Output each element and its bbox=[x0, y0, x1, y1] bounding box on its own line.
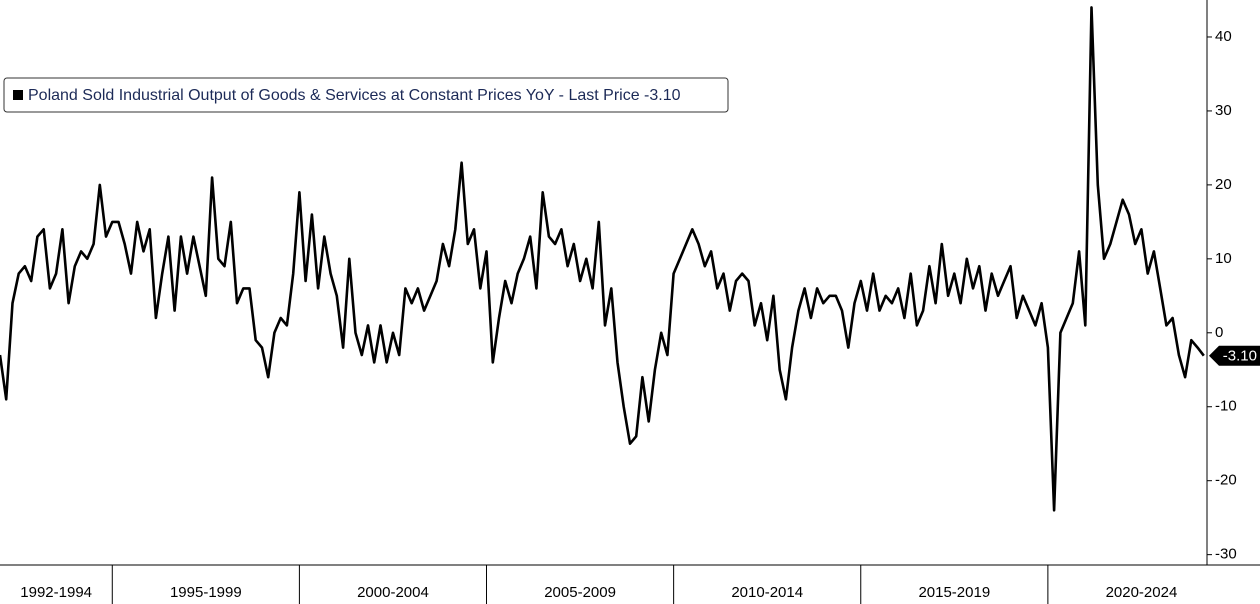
y-tick-label: 40 bbox=[1215, 28, 1232, 45]
y-tick-label: 20 bbox=[1215, 176, 1232, 193]
y-tick-label: -10 bbox=[1215, 398, 1237, 415]
x-tick-label: 1995-1999 bbox=[170, 584, 242, 601]
x-tick-label: 2005-2009 bbox=[544, 584, 616, 601]
legend-box bbox=[3, 77, 729, 113]
x-tick-label: 2010-2014 bbox=[731, 584, 803, 601]
y-tick-label: -20 bbox=[1215, 472, 1237, 489]
y-tick-label: -30 bbox=[1215, 546, 1237, 563]
legend-label: Poland Sold Industrial Output of Goods &… bbox=[28, 87, 681, 104]
y-tick-label: 10 bbox=[1215, 250, 1232, 267]
plot bbox=[0, 6, 1205, 512]
x-tick-label: 2020-2024 bbox=[1106, 584, 1178, 601]
x-tick-label: 2015-2019 bbox=[918, 584, 990, 601]
x-tick-label: 2000-2004 bbox=[357, 584, 429, 601]
y-tick-label: 30 bbox=[1215, 102, 1232, 119]
legend-swatch bbox=[13, 90, 23, 100]
last-value-label: -3.10 bbox=[1223, 348, 1257, 365]
y-tick-label: 0 bbox=[1215, 324, 1223, 341]
x-tick-label: 1992-1994 bbox=[20, 584, 92, 601]
last-value-tag bbox=[1209, 345, 1260, 366]
line-series bbox=[0, 6, 1205, 512]
